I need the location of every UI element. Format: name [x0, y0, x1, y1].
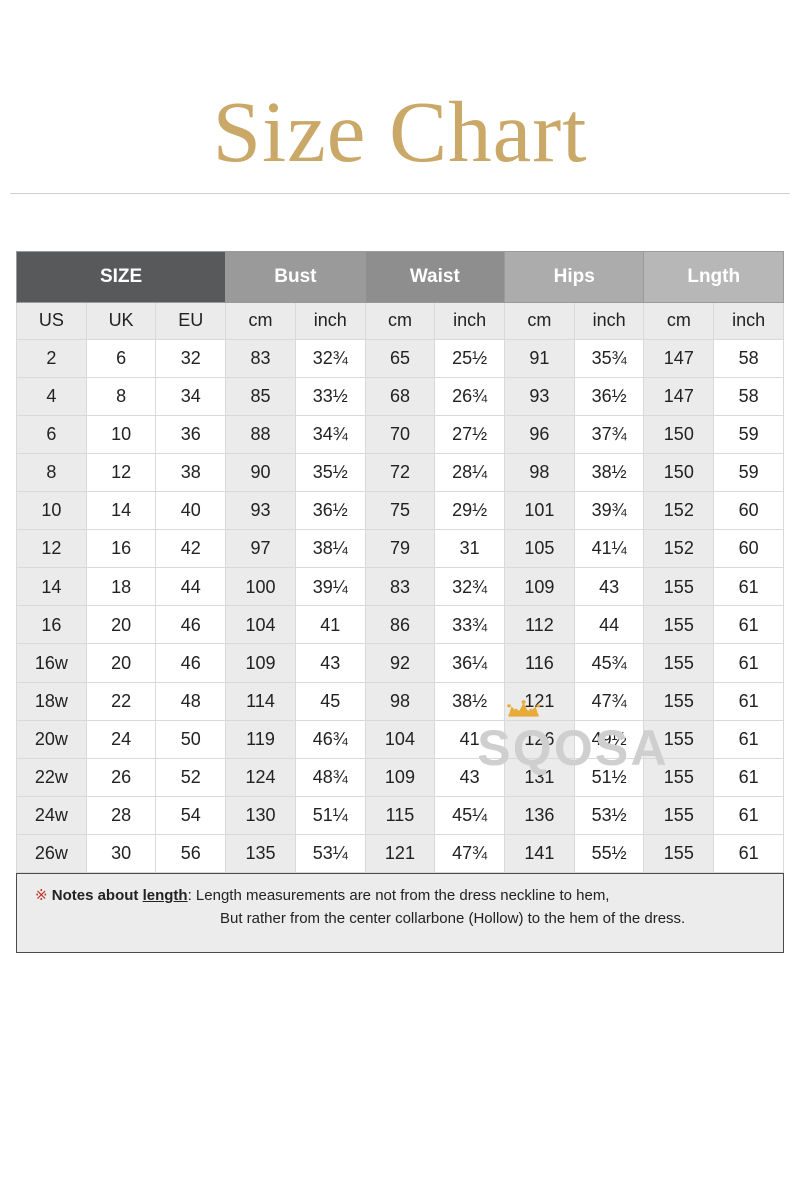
svg-text:SQOSA: SQOSA — [477, 720, 669, 776]
